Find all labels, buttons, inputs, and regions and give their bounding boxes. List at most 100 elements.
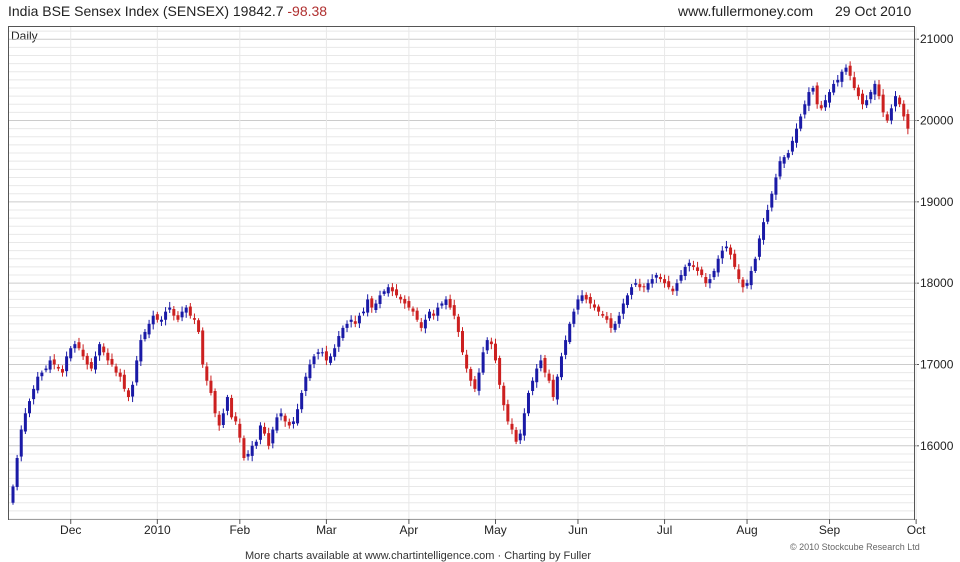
candle-body [498,357,502,385]
candle-body [374,303,378,311]
candle-body [378,295,382,304]
candle-body [679,275,683,281]
candle-body [650,279,654,284]
candle-body [621,303,625,314]
candle-body [60,369,64,373]
candle-body [522,413,526,436]
candle-body [778,161,782,177]
candle-body [234,416,238,422]
candle-body [436,307,440,316]
candle-body [69,348,73,359]
x-tick-label: Aug [736,523,757,537]
candle-body [176,315,180,320]
chart-header: India BSE Sensex Index (SENSEX) 19842.7 … [0,0,960,24]
candle-body [19,429,23,457]
candle-body [638,284,642,288]
candle-body [390,287,394,292]
candle-body [316,352,320,354]
candle-body [720,250,724,259]
candle-body [691,265,695,267]
candle-body [737,269,741,280]
candle-body [786,153,790,158]
candle-body [242,438,246,459]
candle-body [23,413,27,432]
candle-body [419,322,423,328]
candle-body [366,299,370,313]
candle-body [452,305,456,316]
candle-body [423,319,427,329]
candle-body [902,103,906,117]
candle-body [836,79,840,83]
price-change: -98.38 [287,3,328,19]
candle-body [89,362,93,369]
candle-body [337,336,341,347]
candle-body [197,320,201,332]
candle-body [48,360,52,370]
candle-body [844,67,848,72]
candle-body [114,366,118,373]
candle-body [906,114,910,129]
candle-body [605,316,609,320]
candle-body [757,238,761,257]
candle-body [85,355,89,365]
candle-body [477,372,481,391]
candle-body [873,83,877,95]
candle-body [296,409,300,424]
candle-body [733,253,737,267]
candle-body [106,352,110,361]
candle-body [329,356,333,363]
candle-body [254,441,258,446]
candle-body [568,323,572,343]
candle-body [894,96,898,107]
candle-body [543,357,547,373]
candle-body [300,392,304,410]
x-tick-label: May [484,523,507,537]
candle-body [192,318,196,320]
candle-body [782,157,786,164]
x-tick-label: Feb [229,523,250,537]
candle-body [671,288,675,292]
candle-body [877,84,881,97]
candle-body [795,128,799,143]
candle-body [225,397,229,411]
candle-body [341,327,345,338]
candle-body [811,87,815,92]
candle-body [32,388,36,400]
candle-body [180,311,184,318]
candle-body [506,404,510,422]
candle-body [745,283,749,286]
x-tick-label: 2010 [144,523,171,537]
candle-body [625,295,629,305]
candle-body [143,331,147,340]
candle-body [465,354,469,369]
website-label: www.fullermoney.com [678,3,814,19]
candle-body [40,372,44,377]
candle-body [271,429,275,444]
footer-note: More charts available at www.chartintell… [245,550,592,562]
candle-body [386,287,390,294]
candle-body [36,376,40,391]
y-tick-label: 16000 [920,439,954,453]
candle-body [312,356,316,364]
candle-body [510,423,514,430]
candle-body [201,330,205,365]
candle-body [403,298,407,304]
candle-body [411,308,415,312]
candle-body [828,92,832,103]
candle-body [588,296,592,304]
candle-body [250,445,254,456]
candle-body [399,296,403,300]
candle-body [592,304,596,308]
candle-body [15,458,19,487]
chart-date: 29 Oct 2010 [835,3,912,19]
candle-body [44,368,48,371]
candle-body [188,306,192,316]
candle-body [741,279,745,288]
candle-body [304,376,308,391]
candle-body [869,92,873,100]
candle-body [539,360,543,369]
candle-body [555,376,559,400]
candle-body [415,310,419,320]
candle-body [481,352,485,373]
candle-body [238,423,242,438]
